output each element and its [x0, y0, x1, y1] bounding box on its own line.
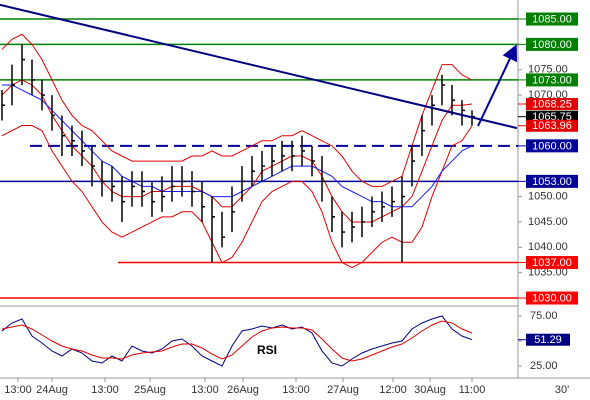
level-box [526, 37, 578, 51]
marker-box [526, 110, 578, 123]
x-tick-label: 30Aug [414, 384, 446, 396]
level-box [526, 139, 578, 153]
trendline [0, 3, 518, 130]
rsi-label: RSI [257, 343, 277, 357]
level-label: 1030.00 [532, 292, 572, 304]
level-label: 1060.00 [532, 140, 572, 152]
x-tick-label: 11:00 [459, 384, 486, 396]
right-axis: 1075.001070.001050.001045.001040.001035.… [518, 12, 578, 372]
level-label: 1085.00 [532, 13, 572, 25]
rsi-tick-label: 25.00 [530, 360, 558, 372]
y-tick-label: 1035.00 [528, 267, 568, 279]
overlay-line [1, 33, 473, 187]
x-tick-label: 12:00 [379, 384, 407, 396]
y-tick-label: 1045.00 [528, 216, 568, 228]
rsi-marker-label: 51.29 [534, 334, 562, 346]
marker-box [526, 97, 578, 110]
x-tick-label: 27Aug [327, 384, 359, 396]
level-box [526, 12, 578, 26]
marker-label: 1063.96 [532, 120, 572, 132]
y-tick-label: 1040.00 [528, 241, 568, 253]
level-label: 1037.00 [532, 257, 572, 269]
x-tick-label: 25Aug [134, 384, 166, 396]
x-tick-label: 26Aug [227, 384, 259, 396]
level-box [526, 73, 578, 87]
timeframe: 30' [555, 384, 569, 396]
level-label: 1053.00 [532, 176, 572, 188]
level-label: 1073.00 [532, 74, 572, 86]
overlay-line [1, 320, 473, 362]
x-tick-label: 13:00 [282, 384, 310, 396]
y-tick-label: 1075.00 [528, 64, 568, 76]
level-box [526, 256, 578, 270]
x-tick-label: 24Aug [36, 384, 68, 396]
overlay-line [1, 79, 473, 223]
overlay-line [2, 84, 473, 208]
level-box [526, 291, 578, 305]
level-box [526, 174, 578, 188]
forecast-arrow [477, 44, 518, 127]
rsi-tick-label: 75.00 [530, 310, 558, 322]
x-tick-label: 13:00 [4, 384, 32, 396]
overlay-line [1, 125, 473, 269]
x-tick-label: 13:00 [191, 384, 219, 396]
price-panel [0, 3, 518, 299]
marker-label: 1068.25 [532, 98, 572, 110]
rsi-marker-box [526, 333, 570, 346]
level-label: 1080.00 [532, 39, 572, 51]
marker-box [526, 119, 578, 132]
x-tick-label: 13:00 [91, 384, 119, 396]
y-tick-label: 1050.00 [528, 190, 568, 202]
rsi-panel: RSI [1, 315, 473, 367]
overlay-line [1, 315, 473, 367]
